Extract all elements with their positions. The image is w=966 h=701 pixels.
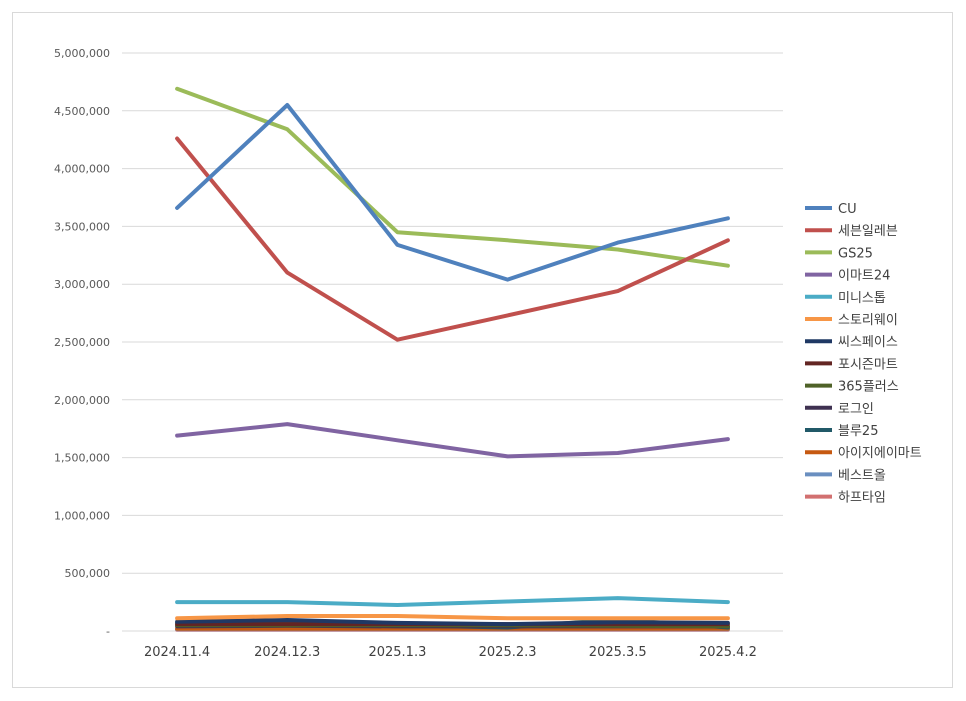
y-tick-label: 3,000,000: [54, 278, 110, 291]
y-tick-label: 3,500,000: [54, 220, 110, 233]
y-tick-label: 1,000,000: [54, 509, 110, 522]
legend-label: 아이지에이마트: [838, 446, 922, 461]
y-axis-ticks: - 500,000 1,000,000 1,500,000 2,000,000 2,500…: [54, 47, 110, 638]
series-line-1: [175, 136, 730, 342]
legend-label: 블루25: [838, 424, 878, 439]
y-tick-label: 2,000,000: [54, 394, 110, 407]
series-line-3: [175, 422, 730, 459]
grid: [122, 52, 783, 632]
x-tick-label: 2025.2.3: [479, 645, 537, 660]
legend-label: 365플러스: [838, 380, 899, 395]
series-line-4: [175, 596, 730, 607]
y-tick-label: -: [106, 625, 110, 638]
legend-label: 세븐일레븐: [838, 224, 898, 239]
y-tick-label: 2,500,000: [54, 336, 110, 349]
legend-label: 이마트24: [838, 269, 890, 284]
y-tick-label: 5,000,000: [54, 47, 110, 60]
y-tick-label: 1,500,000: [54, 452, 110, 465]
y-tick-label: 4,500,000: [54, 105, 110, 118]
x-tick-label: 2025.1.3: [368, 645, 426, 660]
y-tick-label: 4,000,000: [54, 163, 110, 176]
legend-label: 스토리웨이: [838, 313, 898, 328]
legend-label: 미니스톱: [838, 291, 886, 306]
legend-label: 베스트올: [838, 468, 886, 483]
legend-label: 하프타임: [838, 491, 886, 506]
x-tick-label: 2025.3.5: [589, 645, 647, 660]
chart-frame: [12, 12, 953, 688]
x-tick-label: 2024.12.3: [254, 645, 320, 660]
x-tick-label: 2025.4.2: [699, 645, 757, 660]
legend-label: 포시즌마트: [838, 357, 898, 372]
legend-label: 씨스페이스: [838, 335, 898, 350]
x-tick-label: 2024.11.4: [144, 645, 210, 660]
series-line-6: [175, 618, 730, 627]
series-line-0: [175, 103, 730, 282]
series-line-5: [175, 614, 730, 621]
legend-label: CU: [838, 202, 857, 217]
legend-label: 로그인: [838, 402, 874, 417]
x-axis-ticks: 2024.11.4 2024.12.3 2025.1.3 2025.2.3 2025.3…: [144, 645, 757, 660]
legend-label: GS25: [838, 246, 873, 261]
y-tick-label: 500,000: [65, 567, 111, 580]
series-lines: [175, 86, 730, 632]
